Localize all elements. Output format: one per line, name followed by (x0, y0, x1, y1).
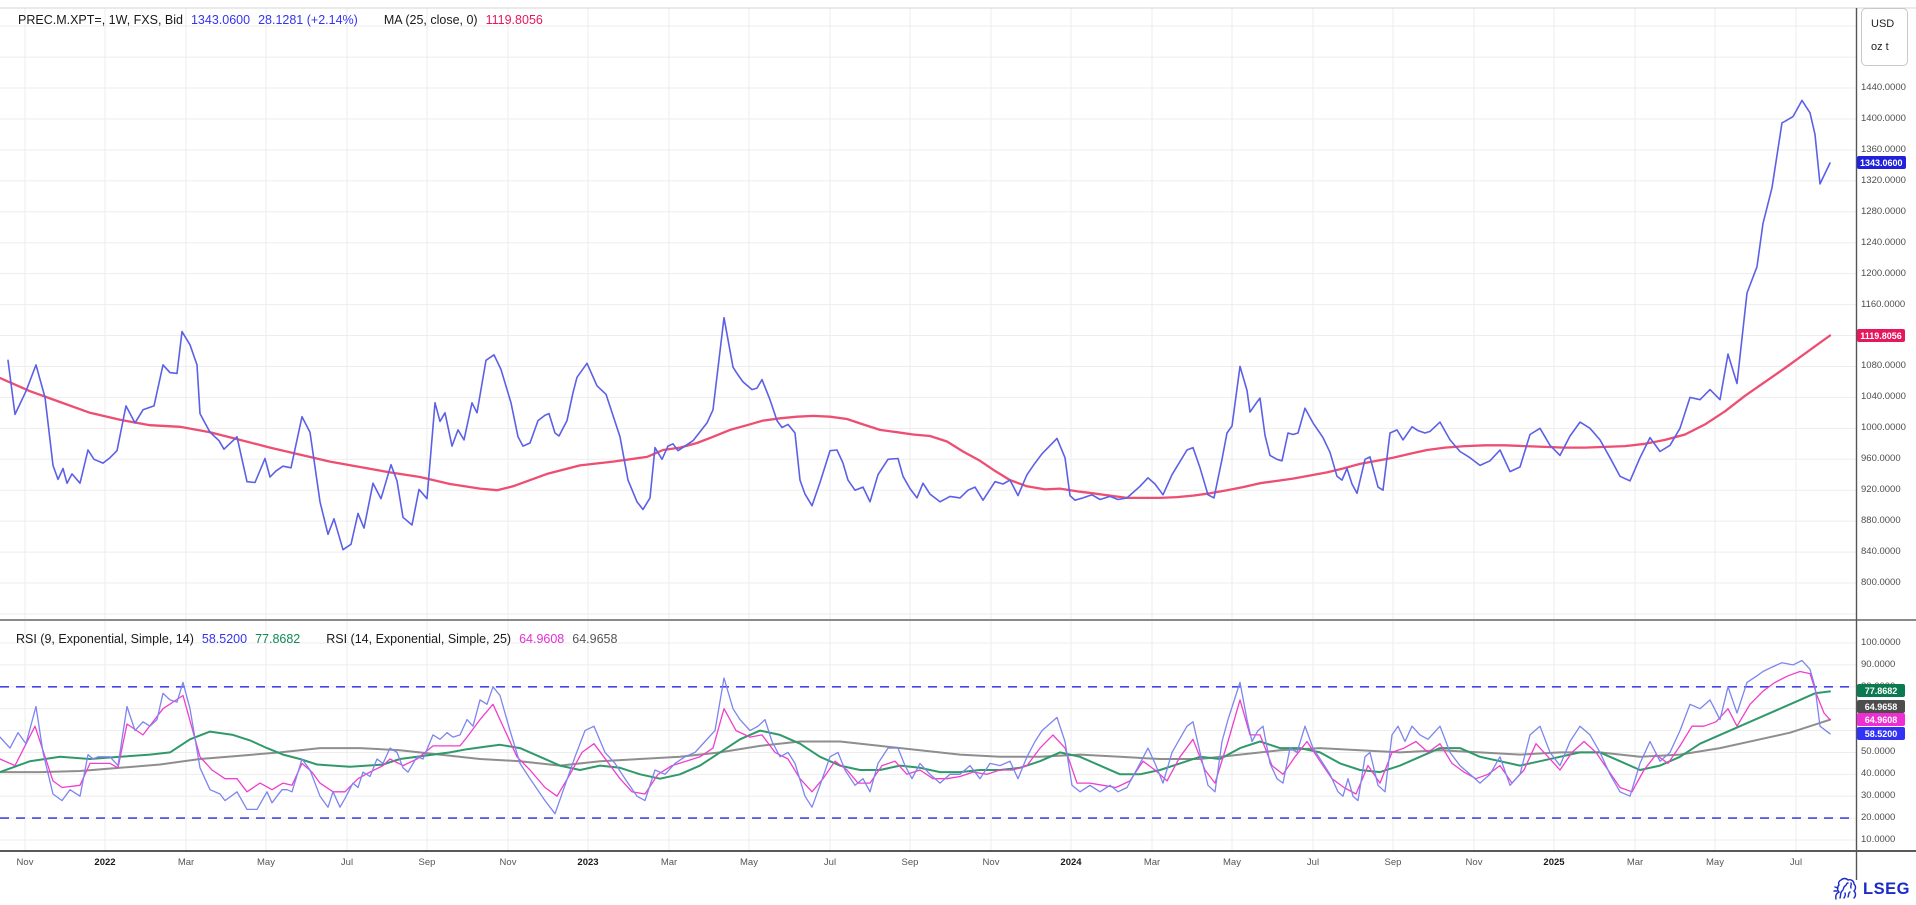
time-axis-label: Sep (901, 857, 919, 868)
price-tick-label: 1080.0000 (1861, 360, 1906, 372)
time-axis-label: Nov (499, 857, 517, 868)
rsi9-line (0, 659, 1831, 815)
rsi14_sma25-line (0, 718, 1831, 774)
rsi-tick-label: 20.0000 (1861, 812, 1896, 824)
price-tick-label: 960.0000 (1861, 453, 1901, 465)
rsi9-sma-value: 77.8682 (255, 632, 301, 646)
time-axis-label: Sep (418, 857, 436, 868)
time-axis-label: Jul (1789, 857, 1803, 868)
rsi14-line (0, 670, 1831, 797)
time-axis-label: Jul (1306, 857, 1320, 868)
rsi9-badge: 58.5200 (1857, 727, 1905, 740)
lseg-logo-text: LSEG (1863, 880, 1910, 898)
time-axis-label: Nov (16, 857, 34, 868)
time-axis-label: May (1706, 857, 1724, 868)
time-axis-label: May (257, 857, 275, 868)
price-tick-label: 1400.0000 (1861, 112, 1906, 124)
time-axis-label: Jul (823, 857, 837, 868)
rsi9_sma14-line (0, 690, 1831, 780)
rsi14-sma-badge: 64.9658 (1857, 700, 1905, 713)
lseg-logo: LSEG (1831, 877, 1910, 902)
time-axis-label: Mar (1626, 857, 1644, 868)
price-tick-label: 1040.0000 (1861, 391, 1906, 403)
time-axis-label: 2022 (94, 857, 116, 868)
ma25-line (0, 334, 1832, 500)
price-tick-label: 880.0000 (1861, 515, 1901, 527)
price-tick-label: 1440.0000 (1861, 82, 1906, 93)
price-tick-label: 1000.0000 (1861, 422, 1906, 434)
time-axis-label: Sep (1384, 857, 1402, 868)
rsi-tick-label: 50.0000 (1861, 746, 1896, 758)
rsi14-value: 64.9608 (519, 632, 565, 646)
price-tick-label: 1200.0000 (1861, 267, 1906, 279)
rsi-tick-label: 30.0000 (1861, 790, 1896, 802)
last-price-value: 1343.0600 (190, 13, 251, 27)
rsi-tick-label: 90.0000 (1861, 658, 1896, 670)
rsi9-value: 58.5200 (201, 632, 248, 646)
price-tick-label: 1160.0000 (1861, 298, 1906, 310)
time-axis-label: May (740, 857, 758, 868)
time-axis[interactable] (0, 852, 1856, 880)
time-axis-label: 2025 (1543, 857, 1565, 868)
time-axis-label: 2023 (577, 857, 599, 868)
ma-study-label: MA (25, close, 0) (383, 13, 478, 27)
price-tick-label: 840.0000 (1861, 546, 1901, 558)
time-axis-label: May (1223, 857, 1241, 868)
bid-line (7, 99, 1831, 551)
chart-crosshair-region[interactable] (0, 0, 1856, 851)
rsi-legend[interactable]: RSI (9, Exponential, Simple, 14) 58.5200… (16, 632, 617, 646)
time-axis-label: Jul (340, 857, 354, 868)
price-tick-label: 1280.0000 (1861, 205, 1906, 217)
price-tick-label: 1360.0000 (1861, 143, 1906, 155)
last-price-badge: 1343.0600 (1857, 156, 1906, 169)
rsi9-study-label: RSI (9, Exponential, Simple, 14) (16, 632, 194, 646)
instrument-title: PREC.M.XPT=, 1W, FXS, Bid (18, 13, 183, 27)
rsi14-study-label: RSI (14, Exponential, Simple, 25) (326, 632, 512, 646)
price-tick-label: 920.0000 (1861, 484, 1901, 496)
axis-unit-currency: USD (1871, 18, 1895, 30)
rsi9-sma-badge: 77.8682 (1857, 684, 1905, 697)
price-change-value: 28.1281 (+2.14%) (258, 13, 358, 27)
rsi-tick-label: 40.0000 (1861, 768, 1896, 780)
price-legend[interactable]: PREC.M.XPT=, 1W, FXS, Bid 1343.0600 28.1… (18, 13, 543, 27)
price-tick-label: 1320.0000 (1861, 174, 1906, 186)
time-axis-label: Nov (982, 857, 1000, 868)
axis-unit-box: USD oz t (1861, 8, 1908, 67)
ma-value-badge: 1119.8056 (1857, 329, 1905, 342)
lseg-lion-icon (1833, 877, 1857, 900)
price-tick-label: 800.0000 (1861, 577, 1901, 588)
axis-unit-measure: oz t (1871, 41, 1889, 54)
rsi-tick-label: 10.0000 (1861, 834, 1896, 845)
time-axis-label: Mar (177, 857, 195, 868)
ma-study-value: 1119.8056 (485, 13, 543, 27)
time-axis-label: Mar (1143, 857, 1161, 868)
rsi14-sma-value: 64.9658 (572, 632, 618, 646)
rsi14-badge: 64.9608 (1857, 713, 1905, 726)
rsi-tick-label: 100.0000 (1861, 637, 1901, 648)
price-tick-label: 1240.0000 (1861, 236, 1906, 248)
time-axis-label: Nov (1465, 857, 1483, 868)
time-axis-label: Mar (660, 857, 678, 868)
time-axis-label: 2024 (1060, 857, 1082, 868)
